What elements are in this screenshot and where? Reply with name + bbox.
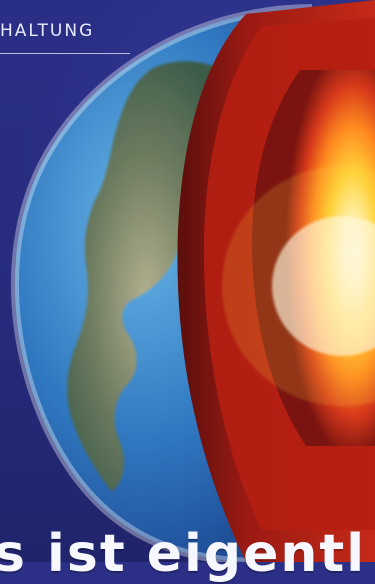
hero-image <box>10 0 375 562</box>
headline-text: s ist eigentl <box>0 524 367 584</box>
section-label: HALTUNG <box>0 18 130 54</box>
section-label-text: HALTUNG <box>0 21 95 41</box>
core-glow-outer <box>222 166 375 406</box>
atmosphere-haze <box>10 4 313 562</box>
headline: s ist eigentl <box>0 524 375 584</box>
earth-cross-section-illustration <box>10 0 375 562</box>
